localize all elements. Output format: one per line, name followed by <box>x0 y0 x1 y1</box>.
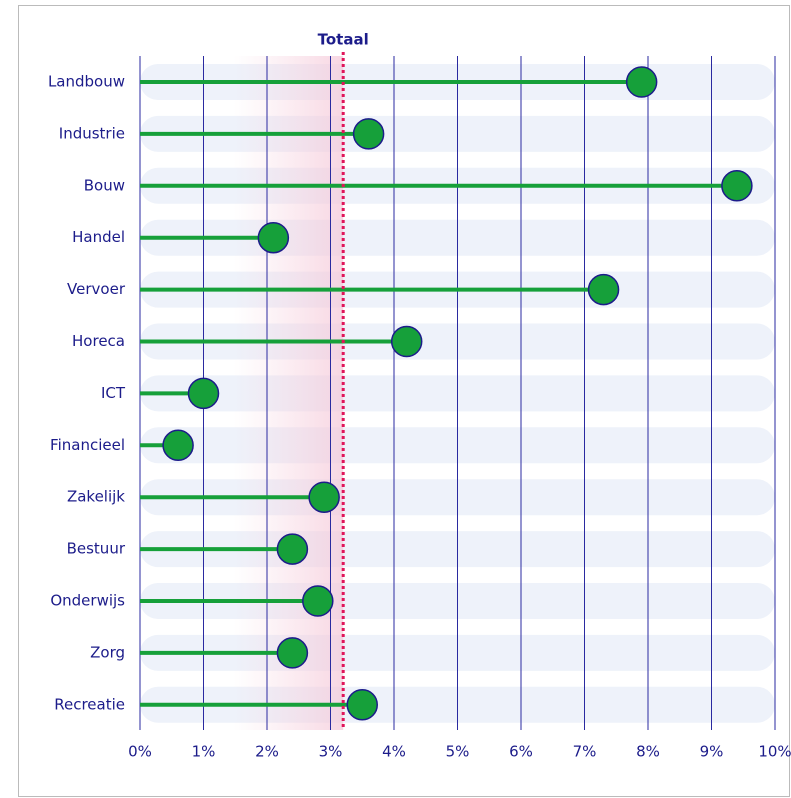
dot <box>352 118 385 150</box>
y-tick-label: Landbouw <box>48 73 125 91</box>
y-tick-label: Industrie <box>59 124 125 142</box>
x-tick-label: 2% <box>255 743 279 761</box>
x-tick-label: 4% <box>382 743 406 761</box>
dot <box>625 66 658 98</box>
dot <box>276 533 309 565</box>
dot <box>721 170 753 202</box>
y-tick-label: Handel <box>72 228 125 246</box>
y-tick-label: Bestuur <box>67 540 126 558</box>
y-tick-label: ICT <box>101 384 126 402</box>
y-tick-label: Zakelijk <box>67 488 125 506</box>
dot <box>308 481 340 513</box>
y-tick-label: Bouw <box>84 176 125 194</box>
reference-label: Totaal <box>318 31 369 49</box>
x-tick-label: 10% <box>758 743 791 761</box>
dot <box>187 377 220 410</box>
y-tick-label: Zorg <box>90 643 125 661</box>
y-tick-label: Vervoer <box>67 280 126 298</box>
x-tick-label: 3% <box>319 743 343 761</box>
x-tick-label: 9% <box>700 743 724 761</box>
x-tick-label: 5% <box>446 743 470 761</box>
x-tick-label: 1% <box>192 743 216 761</box>
y-tick-label: Recreatie <box>54 695 125 713</box>
dot <box>276 637 309 669</box>
reference-band <box>233 56 344 730</box>
dot <box>587 273 620 306</box>
x-tick-label: 8% <box>636 743 660 761</box>
dot <box>346 689 378 721</box>
x-tick-label: 6% <box>509 743 533 761</box>
x-tick-label: 0% <box>128 743 152 761</box>
dot <box>162 429 194 462</box>
y-tick-label: Financieel <box>50 436 125 454</box>
dot <box>390 325 423 358</box>
x-tick-label: 7% <box>573 743 597 761</box>
y-tick-label: Onderwijs <box>50 592 125 610</box>
dot <box>257 221 290 254</box>
dot <box>302 585 334 617</box>
y-tick-label: Horeca <box>72 332 125 350</box>
